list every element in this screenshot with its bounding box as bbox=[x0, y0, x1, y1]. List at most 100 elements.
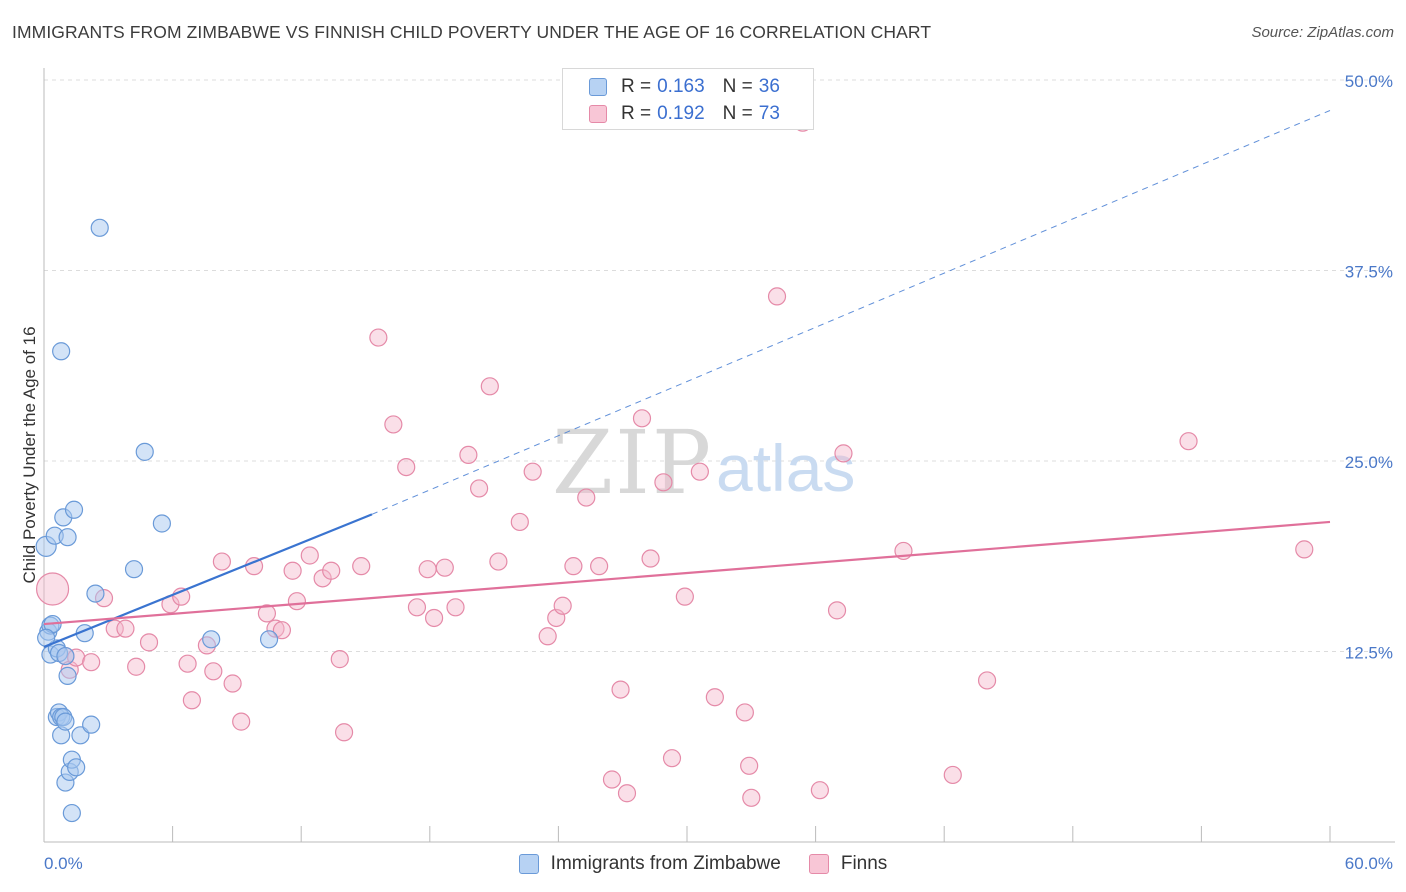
data-point-finns bbox=[446, 598, 465, 617]
watermark-zip: ZIP bbox=[552, 411, 713, 514]
data-point-finns bbox=[834, 444, 853, 463]
y-tick-label: 12.5% bbox=[1345, 644, 1393, 663]
data-point-finns bbox=[602, 770, 622, 789]
legend-r-label: R = bbox=[621, 103, 652, 124]
data-point-finns bbox=[510, 512, 529, 532]
series-label-zimbabwe: Immigrants from Zimbabwe bbox=[550, 853, 781, 874]
data-point-zimbabwe bbox=[58, 528, 77, 547]
data-point-zimbabwe bbox=[58, 666, 77, 685]
legend-n-value: 36 bbox=[758, 76, 780, 97]
y-axis-label: Child Poverty Under the Age of 16 bbox=[20, 326, 39, 583]
data-point-finns bbox=[690, 462, 709, 481]
zimbabwe-points bbox=[35, 218, 279, 823]
legend-n-value: 73 bbox=[758, 103, 780, 124]
data-point-finns bbox=[564, 557, 583, 576]
data-point-finns bbox=[459, 445, 478, 465]
data-point-finns bbox=[127, 657, 146, 676]
data-point-finns bbox=[489, 552, 508, 571]
data-point-zimbabwe bbox=[259, 630, 279, 649]
data-point-finns bbox=[418, 560, 437, 579]
data-point-finns bbox=[105, 619, 124, 638]
data-point-zimbabwe bbox=[152, 514, 171, 533]
legend-r-label: R = bbox=[621, 76, 652, 97]
data-point-finns bbox=[641, 549, 660, 568]
data-point-finns bbox=[538, 627, 557, 646]
data-point-finns bbox=[424, 608, 444, 628]
data-point-finns bbox=[735, 703, 754, 722]
data-point-finns bbox=[35, 572, 70, 606]
series-swatch-pink bbox=[808, 854, 829, 874]
data-point-zimbabwe bbox=[64, 500, 84, 519]
legend-n-label: N = bbox=[722, 76, 753, 97]
data-point-finns bbox=[272, 621, 292, 640]
data-point-finns bbox=[334, 723, 354, 742]
x-tick-label: 0.0% bbox=[44, 854, 83, 873]
data-point-finns bbox=[632, 409, 652, 428]
data-point-finns bbox=[232, 712, 251, 731]
data-point-finns bbox=[223, 674, 242, 693]
data-point-finns bbox=[480, 377, 499, 396]
data-point-zimbabwe bbox=[90, 218, 109, 237]
data-point-finns bbox=[257, 604, 277, 623]
data-point-finns bbox=[590, 557, 609, 576]
series-swatch-blue bbox=[518, 854, 539, 874]
data-point-finns bbox=[810, 781, 829, 800]
data-point-zimbabwe bbox=[135, 442, 154, 461]
data-point-finns bbox=[705, 688, 724, 707]
legend-swatch-pink bbox=[589, 105, 607, 123]
data-point-zimbabwe bbox=[86, 584, 105, 603]
data-point-finns bbox=[322, 561, 341, 580]
data-point-zimbabwe bbox=[71, 726, 90, 745]
data-point-finns bbox=[182, 691, 201, 710]
data-point-finns bbox=[611, 680, 630, 699]
data-point-finns bbox=[1295, 540, 1314, 559]
data-point-zimbabwe bbox=[52, 342, 71, 361]
data-point-finns bbox=[82, 653, 101, 672]
trend-line-finns bbox=[43, 520, 1331, 626]
data-point-finns bbox=[407, 598, 427, 617]
data-point-finns bbox=[369, 328, 388, 347]
data-point-finns bbox=[469, 479, 489, 498]
data-point-zimbabwe bbox=[62, 803, 81, 823]
data-point-finns bbox=[617, 784, 637, 803]
legend-row-zimbabwe: R = 0.163 N = 36 bbox=[589, 74, 780, 100]
data-point-zimbabwe bbox=[202, 630, 221, 649]
data-point-finns bbox=[654, 473, 673, 492]
data-point-zimbabwe bbox=[82, 715, 101, 734]
data-point-finns bbox=[139, 633, 159, 652]
series-legend-finns: Finns bbox=[808, 853, 887, 875]
series-legend: Immigrants from Zimbabwe Finns bbox=[0, 851, 1406, 877]
data-point-finns bbox=[740, 756, 759, 775]
data-point-finns bbox=[283, 561, 302, 580]
data-point-finns bbox=[742, 788, 761, 807]
data-point-finns bbox=[675, 587, 694, 606]
data-point-zimbabwe bbox=[56, 712, 75, 731]
legend-r-value: 0.163 bbox=[657, 76, 705, 97]
trend-line-zimbabwe-projection bbox=[371, 110, 1331, 515]
data-point-finns bbox=[352, 557, 371, 576]
chart-title: IMMIGRANTS FROM ZIMBABWE VS FINNISH CHIL… bbox=[12, 22, 932, 42]
y-tick-label: 50.0% bbox=[1345, 72, 1393, 91]
data-point-finns bbox=[553, 596, 572, 615]
data-point-finns bbox=[300, 546, 319, 565]
data-point-finns bbox=[577, 488, 596, 507]
correlation-legend: R = 0.163 N = 36 R = 0.192 N = 73 bbox=[562, 68, 814, 130]
data-point-finns bbox=[204, 662, 223, 681]
data-point-finns bbox=[397, 457, 416, 477]
x-tick-label: 60.0% bbox=[1345, 854, 1393, 873]
data-point-zimbabwe bbox=[67, 758, 86, 777]
data-point-finns bbox=[384, 415, 403, 434]
legend-n-label: N = bbox=[722, 103, 753, 124]
data-point-finns bbox=[977, 671, 997, 690]
data-point-finns bbox=[435, 558, 454, 577]
data-point-finns bbox=[662, 749, 682, 768]
data-point-finns bbox=[212, 552, 231, 571]
data-point-finns bbox=[287, 592, 307, 611]
legend-swatch-blue bbox=[589, 78, 607, 96]
tick-labels: 12.5% 25.0% 37.5% 50.0% 0.0% 60.0% bbox=[44, 72, 1393, 873]
data-point-zimbabwe bbox=[124, 560, 144, 579]
source-label: Source: ZipAtlas.com bbox=[1251, 24, 1394, 41]
data-point-finns bbox=[178, 654, 197, 673]
axes bbox=[43, 68, 1395, 843]
